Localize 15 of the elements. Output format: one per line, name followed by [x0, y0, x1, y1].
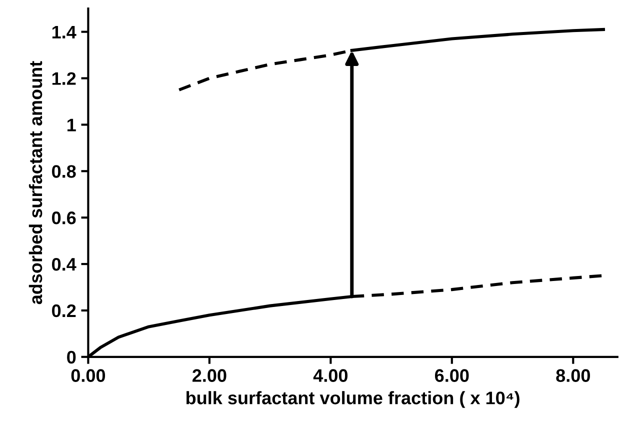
x-tick-label: 4.00	[313, 369, 348, 382]
y-tick-label: 0.2	[52, 304, 76, 318]
y-tick-label: 1.2	[52, 72, 76, 85]
y-tick-label: 0.6	[52, 212, 76, 224]
y-tick-label: 0.8	[52, 165, 76, 178]
x-tick-label: 8.00	[556, 369, 590, 382]
x-tick-label: 2.00	[192, 369, 226, 382]
y-tick-label: 0	[67, 350, 76, 364]
y-tick-label: 0.4	[52, 258, 76, 271]
x-tick-label: 6.00	[435, 369, 469, 382]
y-axis-title: adsorbed surfactant amount	[28, 61, 42, 304]
y-tick-label: 1.4	[52, 26, 76, 38]
x-axis-title: bulk surfactant volume fraction ( x 10⁴)	[186, 391, 520, 408]
y-tick-label: 1	[67, 118, 76, 132]
x-tick-label: 0.00	[71, 369, 106, 382]
